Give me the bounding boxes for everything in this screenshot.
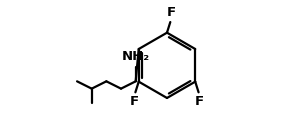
Text: F: F	[130, 95, 139, 108]
Text: F: F	[166, 6, 176, 19]
Text: NH₂: NH₂	[122, 50, 150, 63]
Text: F: F	[195, 95, 204, 108]
